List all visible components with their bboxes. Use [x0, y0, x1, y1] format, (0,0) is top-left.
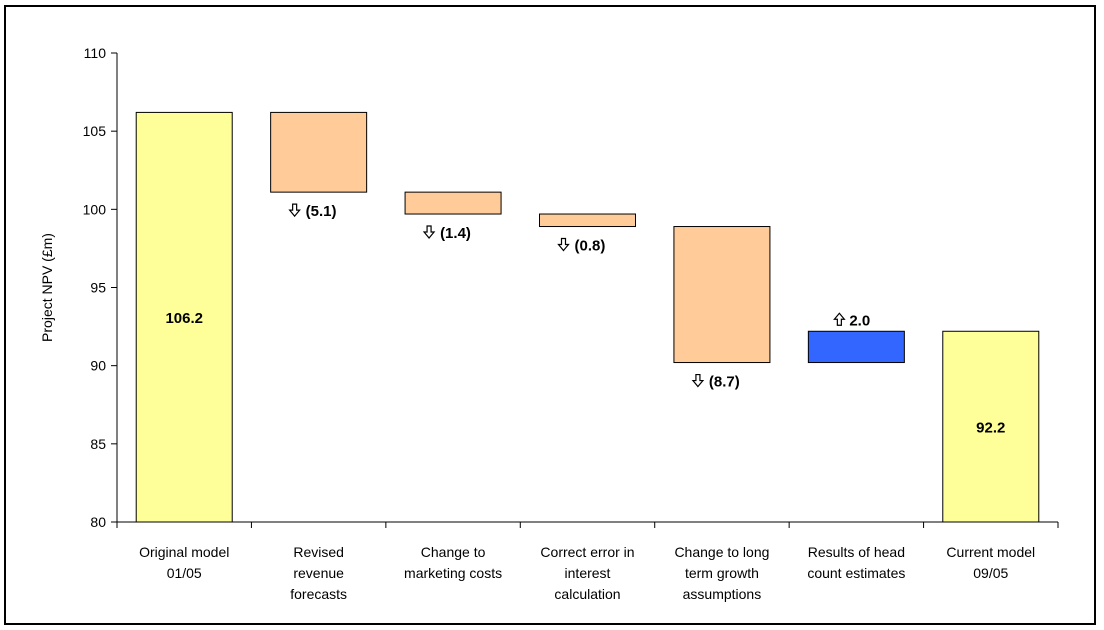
x-category-label: term growth: [685, 565, 759, 581]
x-category-label: Results of head: [808, 544, 905, 560]
x-category-label: Current model: [946, 544, 1035, 560]
down-arrow-icon: [288, 203, 301, 218]
y-tick-label: 90: [90, 358, 106, 374]
x-category-label: revenue: [293, 565, 344, 581]
data-label: (8.7): [709, 374, 740, 391]
x-category-label: marketing costs: [404, 565, 502, 581]
data-label: 106.2: [165, 310, 203, 327]
x-category-label: interest: [565, 565, 611, 581]
y-tick-label: 110: [84, 45, 107, 61]
y-axis-title: Project NPV (£m): [39, 233, 55, 342]
waterfall-bar: [673, 226, 771, 364]
y-tick-label: 100: [83, 201, 107, 217]
data-label: (5.1): [306, 203, 337, 220]
y-tick-label: 95: [90, 280, 106, 296]
x-category-label: Correct error in: [540, 544, 634, 560]
waterfall-bar: [942, 330, 1040, 523]
data-label: (0.8): [575, 238, 606, 255]
data-label: 92.2: [976, 420, 1005, 437]
x-category-label: 09/05: [973, 565, 1008, 581]
waterfall-bar: [539, 213, 636, 228]
waterfall-bar: [270, 111, 368, 193]
down-arrow-icon: [422, 225, 436, 239]
x-category-label: Revised: [293, 544, 344, 560]
up-arrow-icon: [833, 312, 846, 326]
data-label: 2.0: [849, 312, 870, 329]
waterfall-bar: [404, 191, 502, 215]
y-tick-label: 85: [90, 436, 106, 452]
x-category-label: Original model: [139, 544, 229, 560]
x-category-label: calculation: [554, 586, 620, 602]
x-category-label: Change to long: [674, 544, 769, 560]
x-category-label: 01/05: [167, 565, 202, 581]
waterfall-bar: [135, 111, 233, 523]
waterfall-bar: [807, 330, 905, 364]
x-category-label: assumptions: [683, 586, 762, 602]
x-category-label: count estimates: [807, 565, 905, 581]
y-tick-label: 80: [90, 514, 106, 530]
x-category-label: Change to: [421, 544, 486, 560]
data-label: (1.4): [440, 225, 471, 242]
y-tick-label: 105: [83, 123, 107, 139]
down-arrow-icon: [557, 237, 570, 252]
x-category-label: forecasts: [290, 586, 347, 602]
down-arrow-icon: [691, 373, 705, 388]
